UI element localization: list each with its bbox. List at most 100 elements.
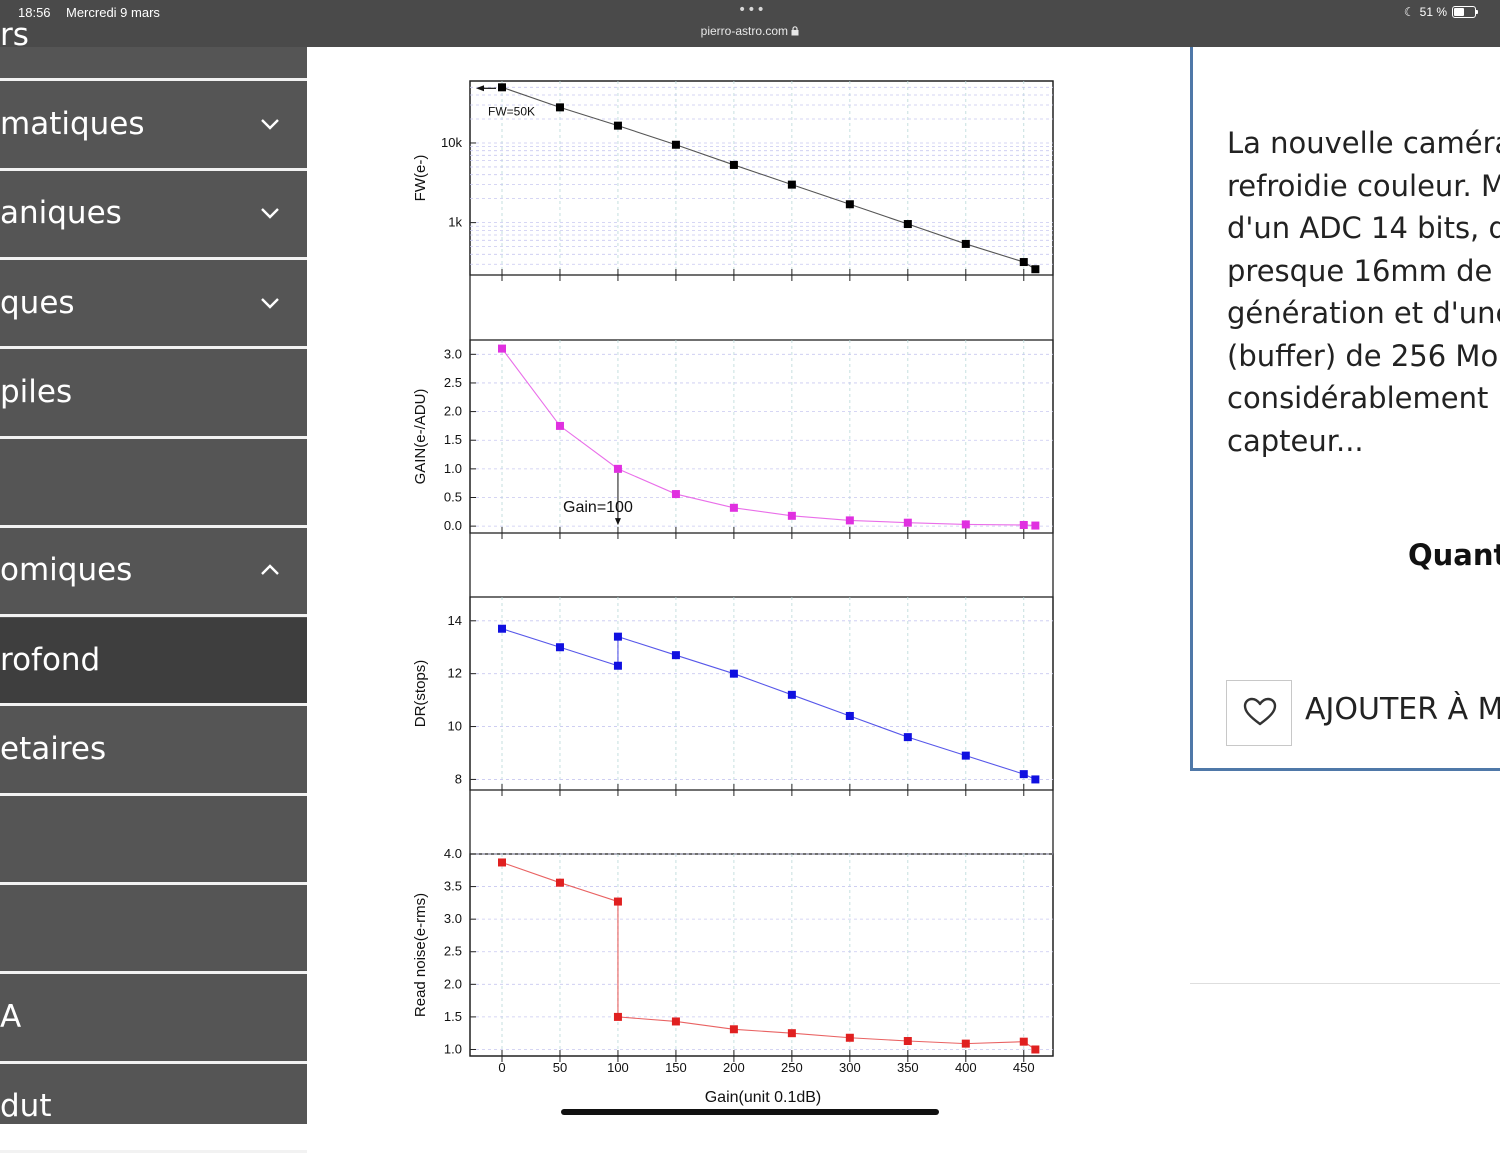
wishlist-label[interactable]: AJOUTER À MA [1305,692,1500,727]
more-dots-icon[interactable]: ••• [738,2,766,18]
data-point [498,624,506,633]
sidebar-menu: rs matiques aniques ques piles omiques rofond e… [0,17,307,1153]
sidebar-item-label: rs [0,16,29,53]
sidebar-item-label: omiques [0,552,133,589]
sensor-chart: 1k 10k FW(e-) FW=50K 0.0 0.5 1.0 1.5 2.0 2.5 3.0 GA… [398,72,1078,1112]
description-line: La nouvelle caméra [1227,126,1500,160]
description-line: d'un ADC 14 bits, d [1227,211,1500,245]
annotation-arrowhead [614,518,621,526]
chevron-up-icon[interactable] [258,558,282,582]
data-point [498,83,506,92]
sidebar-item[interactable]: aniques [0,172,307,258]
x-tick-label: 200 [723,1060,745,1075]
data-point [961,1039,970,1048]
chevron-down-icon[interactable] [258,291,282,315]
clock: 18:56 [18,5,51,20]
data-point [787,1029,796,1038]
moon-icon: ☾ [1403,5,1415,19]
annotation-gain: Gain=100 [563,499,633,516]
y-tick-label: 3.0 [444,346,462,361]
data-point [903,1037,912,1046]
y-axis-label: GAIN(e-/ADU) [412,389,429,485]
data-point [729,1025,738,1034]
y-tick-label: 1k [448,215,462,230]
data-point [613,464,622,473]
description-line: génération et d'une [1227,296,1500,330]
y-tick-label: 3.0 [444,911,462,926]
chevron-down-icon[interactable] [258,201,282,225]
sidebar-item[interactable]: matiques [0,82,307,168]
chevron-down-icon[interactable] [258,112,282,136]
x-tick-label: 400 [955,1060,977,1075]
y-tick-label: 3.5 [444,879,462,894]
sidebar-item[interactable]: omiques [0,529,307,615]
sidebar-item[interactable]: A [0,975,307,1061]
status-bar: 18:56 Mercredi 9 mars ••• pierro-astro.c… [0,0,1500,47]
data-point [1019,258,1028,267]
heart-icon [1243,697,1277,726]
data-point [787,511,796,520]
sidebar-item[interactable]: dut [0,1065,307,1151]
data-point [498,344,506,353]
data-point [613,897,622,906]
x-tick-label: 300 [839,1060,861,1075]
sidebar-item-label: aniques [0,195,122,232]
sidebar-divider [0,435,307,439]
data-point [1031,1045,1040,1054]
y-tick-label: 2.5 [444,944,462,959]
x-tick-label: 150 [665,1060,687,1075]
data-point [498,858,506,867]
sidebar-divider [0,167,307,171]
sidebar-item[interactable]: etaires [0,707,307,793]
y-tick-label: 0.5 [444,489,462,504]
sidebar-divider [0,78,307,82]
data-point [555,878,564,887]
panel-box [469,853,1054,1057]
y-tick-label: 2.5 [444,375,462,390]
home-indicator[interactable] [561,1109,939,1115]
sidebar-item[interactable]: ques [0,261,307,347]
url-text: pierro-astro.com [700,24,788,38]
description-line: capteur... [1227,423,1364,458]
data-point [787,180,796,189]
data-point [555,103,564,112]
x-tick-label: 50 [553,1060,567,1075]
x-axis-label: Gain(unit 0.1dB) [705,1089,822,1106]
data-point [1031,265,1040,274]
sidebar-item[interactable] [0,440,307,526]
data-point [671,1017,680,1026]
sidebar-divider [0,792,307,796]
data-point [1019,520,1028,529]
date: Mercredi 9 mars [66,5,160,20]
series-line [501,628,1036,780]
data-point [845,1033,854,1042]
address-bar[interactable]: pierro-astro.com [0,24,1500,38]
x-tick-label: 350 [897,1060,919,1075]
wishlist-button[interactable] [1226,680,1292,746]
data-point [729,669,738,678]
data-point [613,121,622,130]
sidebar-divider [0,1060,307,1064]
sidebar-item-label: ques [0,284,75,321]
x-tick-label: 0 [498,1060,505,1075]
sidebar-item[interactable]: rs [0,0,307,79]
chart-svg: 1k 10k FW(e-) FW=50K 0.0 0.5 1.0 1.5 2.0 2.5 3.0 GA… [412,80,1054,1106]
data-point [1031,775,1040,784]
y-axis-label: FW(e-) [412,155,429,202]
y-tick-label: 1.0 [444,461,462,476]
status-indicators: ☾ 51 % [1403,5,1478,19]
sidebar-item[interactable]: piles [0,350,307,436]
sidebar-item-label: etaires [0,731,107,768]
data-point [961,239,970,248]
data-point [671,490,680,499]
sidebar-item[interactable] [0,797,307,883]
data-point [729,503,738,512]
data-point [729,160,738,169]
sidebar-divider [0,256,307,260]
y-tick-label: 14 [448,613,462,628]
sidebar-item[interactable]: rofond [0,618,307,705]
sidebar-item-label: rofond [0,641,101,678]
description-line: (buffer) de 256 Mo [1227,338,1499,373]
y-axis-label: Read noise(e-rms) [412,893,429,1017]
sidebar-item[interactable] [0,886,307,972]
